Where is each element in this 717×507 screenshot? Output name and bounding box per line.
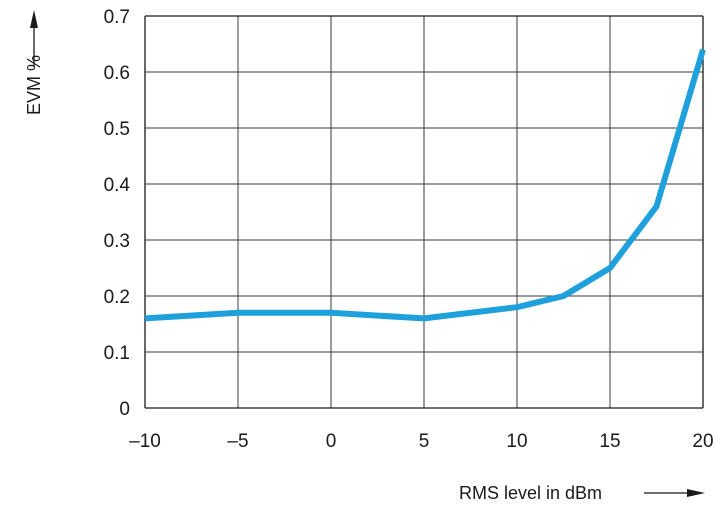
y-axis-title: EVM % — [24, 55, 44, 115]
y-tick-labels: 0 0.1 0.2 0.3 0.4 0.5 0.6 0.7 — [104, 7, 131, 420]
x-tick-label: 15 — [599, 431, 620, 452]
x-tick-label: –5 — [227, 431, 248, 452]
x-tick-label: 5 — [419, 431, 430, 452]
y-tick-label: 0.3 — [104, 231, 130, 252]
x-tick-label: –10 — [129, 431, 161, 452]
x-axis-arrow-head — [687, 489, 705, 497]
x-tick-labels: –10 –5 0 5 10 15 20 — [129, 431, 713, 452]
y-axis-title-group: EVM % — [24, 10, 44, 115]
x-axis-title-group: RMS level in dBm — [459, 483, 705, 503]
y-tick-label: 0.1 — [104, 343, 130, 364]
y-axis-arrow-head — [30, 10, 38, 28]
grid — [144, 15, 704, 409]
y-tick-label: 0.6 — [104, 63, 130, 84]
x-axis-title: RMS level in dBm — [459, 483, 602, 503]
x-tick-label: 20 — [692, 431, 713, 452]
y-tick-label: 0.5 — [104, 119, 130, 140]
series-layer — [144, 48, 706, 322]
y-tick-label: 0.2 — [104, 287, 130, 308]
x-tick-label: 0 — [326, 431, 337, 452]
y-tick-label: 0.4 — [104, 175, 131, 196]
y-tick-label: 0 — [119, 399, 130, 420]
series-line — [144, 48, 706, 322]
y-tick-label: 0.7 — [104, 7, 130, 28]
x-tick-label: 10 — [506, 431, 527, 452]
